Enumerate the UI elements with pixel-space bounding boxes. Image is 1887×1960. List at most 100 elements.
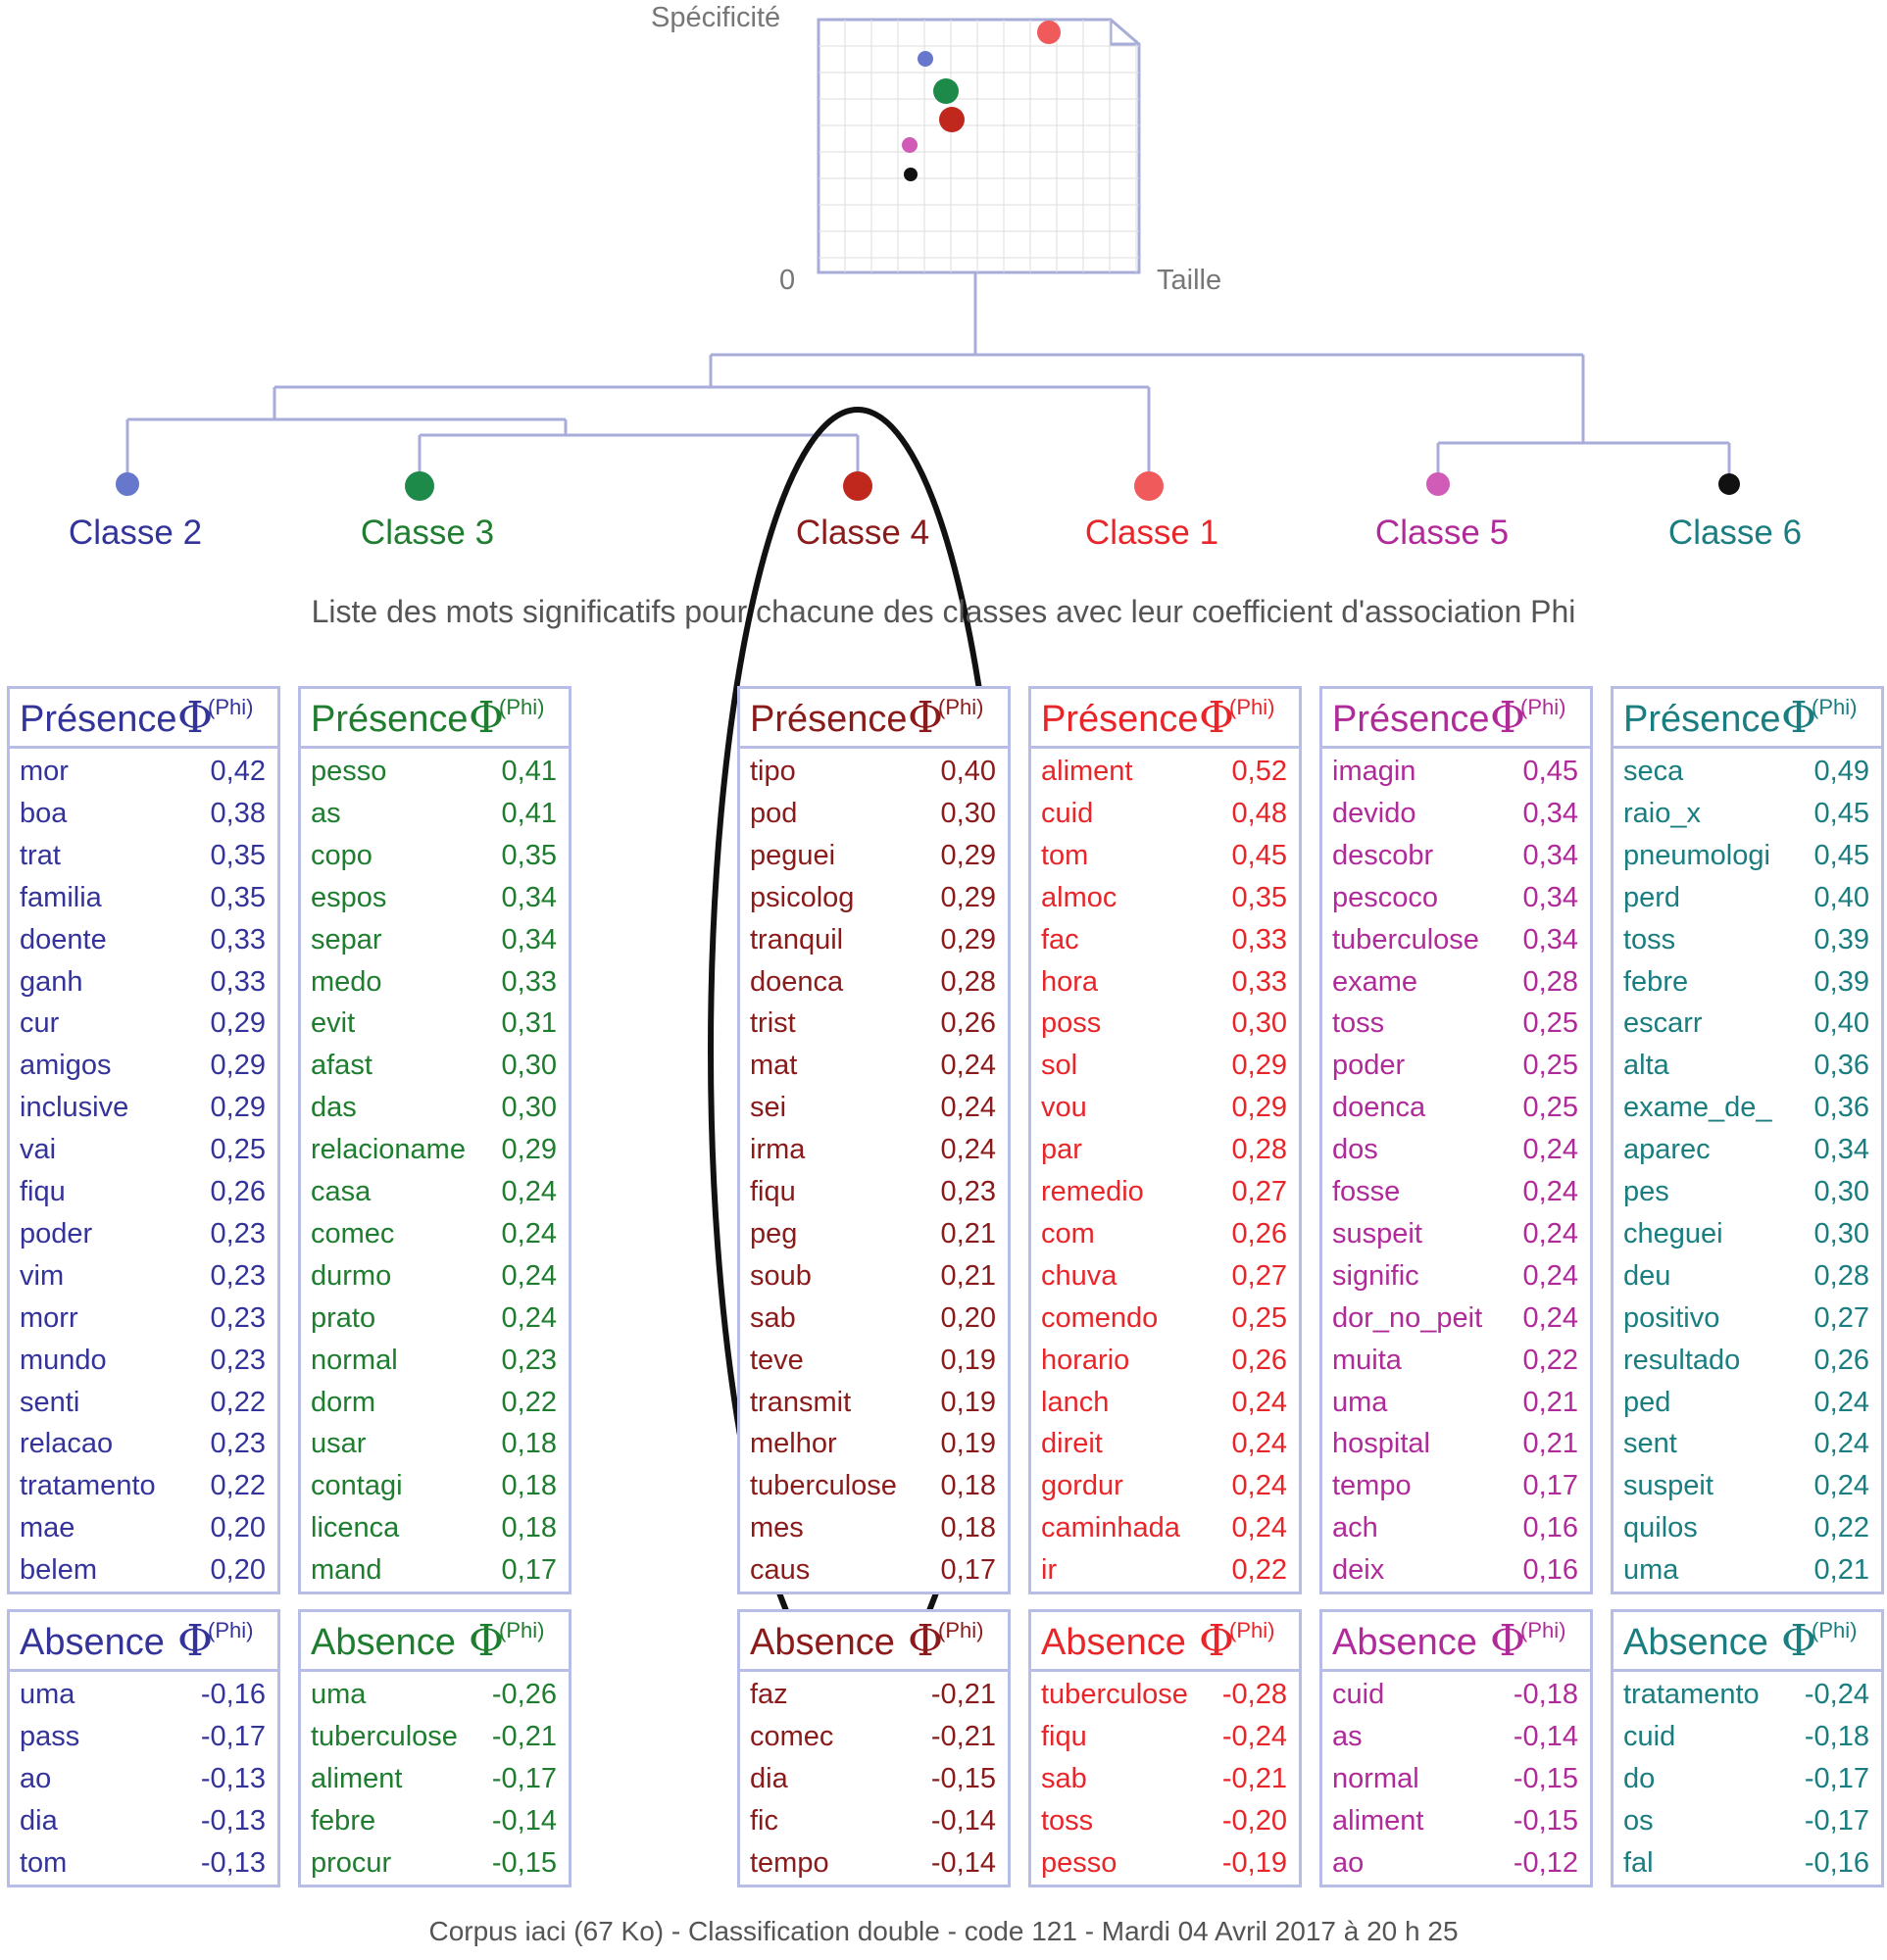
word-row: mat 0,24 — [750, 1050, 996, 1089]
word-row: psicolog 0,29 — [750, 882, 996, 921]
phi-label: (Phi) — [1520, 1618, 1566, 1642]
phi-value: 0,27 — [1231, 1176, 1287, 1207]
presence-heading: Présence — [311, 699, 469, 740]
word: devido — [1332, 797, 1416, 829]
phi-value: 0,17 — [501, 1554, 557, 1587]
word-row: tuberculose 0,34 — [1332, 924, 1578, 963]
phi-value: 0,40 — [1813, 881, 1869, 913]
word-row: hospital 0,21 — [1332, 1428, 1578, 1467]
absence-panel-classe-3: Absence Φ (Phi) uma -0,26 tuberculose -0,21 ali… — [298, 1609, 571, 1887]
word: perd — [1623, 881, 1681, 913]
absence-heading: Absence — [20, 1622, 165, 1663]
word: fic — [750, 1804, 778, 1837]
phi-value: 0,24 — [501, 1176, 557, 1207]
word: dia — [20, 1804, 58, 1837]
word-row: perd 0,40 — [1623, 882, 1869, 921]
phi-value: 0,45 — [1231, 839, 1287, 871]
word-row: tranquil 0,29 — [750, 924, 996, 963]
phi-value: 0,19 — [940, 1386, 996, 1418]
phi-value: 0,26 — [1813, 1344, 1869, 1376]
word-row: hora 0,33 — [1041, 966, 1287, 1005]
word: suspeit — [1332, 1217, 1422, 1250]
word-row: normal -0,15 — [1332, 1763, 1578, 1802]
phi-value: -0,15 — [1513, 1804, 1578, 1837]
word-row: tempo 0,17 — [1332, 1470, 1578, 1509]
phi-value: 0,24 — [1522, 1176, 1578, 1207]
word: sab — [1041, 1762, 1087, 1794]
class-dot-classe-3 — [405, 471, 434, 501]
phi-value: 0,33 — [210, 923, 266, 956]
presence-panel-header: Présence Φ (Phi) — [1614, 689, 1881, 749]
word-row: tom -0,13 — [20, 1847, 266, 1886]
word: vou — [1041, 1092, 1087, 1124]
phi-value: 0,40 — [940, 756, 996, 787]
word: as — [1332, 1720, 1363, 1752]
phi-value: 0,36 — [1813, 1050, 1869, 1082]
phi-symbol: Φ — [1199, 693, 1235, 743]
word: doenca — [750, 965, 844, 998]
word: morr — [20, 1301, 78, 1334]
absence-heading: Absence — [750, 1622, 895, 1663]
word: vai — [20, 1134, 57, 1166]
class-dot-classe-6 — [1718, 473, 1740, 495]
phi-value: 0,29 — [1231, 1092, 1287, 1124]
word-row: vou 0,29 — [1041, 1092, 1287, 1131]
presence-panel-classe-2: Présence Φ (Phi) mor 0,42 boa 0,38 trat 0,35 fami… — [7, 686, 280, 1594]
presence-panel-classe-5: Présence Φ (Phi) imagin 0,45 devido 0,34 descob… — [1319, 686, 1593, 1594]
phi-value: 0,27 — [1231, 1259, 1287, 1292]
word-row: sol 0,29 — [1041, 1050, 1287, 1089]
phi-value: -0,21 — [1221, 1762, 1287, 1794]
phi-value: 0,22 — [210, 1470, 266, 1502]
word-row: toss 0,25 — [1332, 1007, 1578, 1047]
word-row: febre 0,39 — [1623, 966, 1869, 1005]
word: dorm — [311, 1386, 376, 1418]
word: sent — [1623, 1428, 1677, 1460]
word: procur — [311, 1846, 392, 1879]
word-row: doenca 0,28 — [750, 966, 996, 1005]
word-row: alta 0,36 — [1623, 1050, 1869, 1089]
word-row: trist 0,26 — [750, 1007, 996, 1047]
absence-panel-header: Absence Φ (Phi) — [10, 1612, 277, 1672]
word: tratamento — [20, 1470, 156, 1502]
word: doente — [20, 923, 107, 956]
word: exame — [1332, 965, 1418, 998]
class-label-classe-4: Classe 4 — [795, 514, 930, 552]
phi-value: 0,29 — [940, 839, 996, 871]
phi-value: 0,24 — [1231, 1428, 1287, 1460]
class-dot-classe-2 — [116, 472, 139, 496]
word-row: mae 0,20 — [20, 1512, 266, 1551]
word-row: poder 0,23 — [20, 1218, 266, 1257]
word: pass — [20, 1720, 80, 1752]
phi-label: (Phi) — [208, 695, 254, 719]
phi-value: 0,23 — [210, 1259, 266, 1292]
word-row: fosse 0,24 — [1332, 1176, 1578, 1215]
word: aliment — [1332, 1804, 1424, 1837]
phi-value: 0,34 — [501, 881, 557, 913]
word-row: relacioname 0,29 — [311, 1134, 557, 1173]
word: pesso — [1041, 1846, 1117, 1879]
word: senti — [20, 1386, 80, 1418]
phi-value: 0,24 — [1522, 1134, 1578, 1166]
phi-value: -0,18 — [1804, 1720, 1869, 1752]
class-label-classe-5: Classe 5 — [1374, 514, 1510, 552]
word: sei — [750, 1092, 787, 1124]
word: tempo — [1332, 1470, 1412, 1502]
phi-value: -0,16 — [200, 1679, 266, 1710]
presence-heading: Présence — [1623, 699, 1781, 740]
word-row: dorm 0,22 — [311, 1387, 557, 1426]
phi-value: 0,29 — [210, 1092, 266, 1124]
word-row: durmo 0,24 — [311, 1260, 557, 1299]
word: as — [311, 797, 341, 829]
phi-label: (Phi) — [1812, 695, 1858, 719]
word-row: fiqu 0,23 — [750, 1176, 996, 1215]
word: mae — [20, 1512, 75, 1544]
absence-heading: Absence — [1041, 1622, 1186, 1663]
phi-symbol: Φ — [1490, 1616, 1526, 1666]
phi-value: 0,24 — [1813, 1386, 1869, 1418]
word-row: descobr 0,34 — [1332, 840, 1578, 879]
phi-symbol: Φ — [177, 693, 214, 743]
word-row: pass -0,17 — [20, 1721, 266, 1760]
phi-value: 0,34 — [1813, 1134, 1869, 1166]
absence-panel-classe-4: Absence Φ (Phi) faz -0,21 comec -0,21 dia -0,15 f… — [737, 1609, 1011, 1887]
word: soub — [750, 1259, 812, 1292]
